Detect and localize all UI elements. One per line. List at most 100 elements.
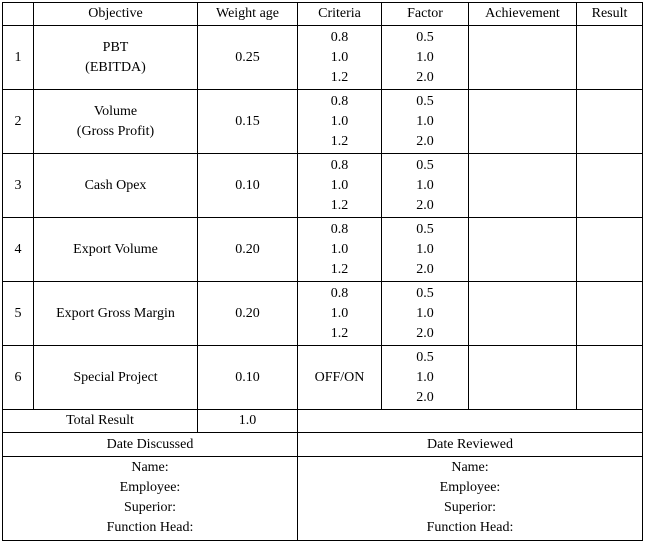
row-criteria: OFF/ON <box>297 345 382 410</box>
header-criteria: Criteria <box>297 2 382 26</box>
criteria-value: 1.0 <box>330 113 349 129</box>
signoff-line-function-head: Function Head: <box>426 520 514 535</box>
objective-row: 4 Export Volume 0.20 0.8 1.0 1.2 0.5 1.0 2.0 <box>2 217 643 282</box>
criteria-value: OFF/ON <box>314 369 365 385</box>
criteria-value: 0.8 <box>330 157 349 173</box>
row-weight: 0.25 <box>197 25 298 90</box>
date-reviewed-block: Name: Employee: Superior: Function Head: <box>297 456 643 541</box>
signoff-line-employee: Employee: <box>439 480 501 495</box>
signoff-line-employee: Employee: <box>119 480 181 495</box>
factor-value: 2.0 <box>416 197 434 213</box>
row-objective: Cash Opex <box>33 153 198 218</box>
factor-value: 0.5 <box>416 285 434 301</box>
row-result <box>576 89 643 154</box>
criteria-value: 1.2 <box>330 261 349 277</box>
criteria-value: 1.2 <box>330 133 349 149</box>
criteria-value: 1.0 <box>330 49 349 65</box>
criteria-value: 1.0 <box>330 241 349 257</box>
criteria-value: 0.8 <box>330 285 349 301</box>
row-achievement <box>468 89 577 154</box>
objective-row: 6 Special Project 0.10 OFF/ON 0.5 1.0 2.0 <box>2 345 643 410</box>
total-value: 1.0 <box>197 409 298 433</box>
header-achievement: Achievement <box>468 2 577 26</box>
signoff-line-superior: Superior: <box>443 500 497 515</box>
objective-text: Volume <box>93 103 138 119</box>
factor-value: 1.0 <box>416 49 434 65</box>
row-number: 1 <box>2 25 34 90</box>
row-achievement <box>468 153 577 218</box>
criteria-value: 0.8 <box>330 93 349 109</box>
header-number <box>2 2 34 26</box>
row-number: 2 <box>2 89 34 154</box>
factor-value: 1.0 <box>416 113 434 129</box>
row-result <box>576 217 643 282</box>
row-factor: 0.5 1.0 2.0 <box>381 217 469 282</box>
row-result <box>576 345 643 410</box>
criteria-value: 1.0 <box>330 305 349 321</box>
row-factor: 0.5 1.0 2.0 <box>381 89 469 154</box>
header-objective: Objective <box>33 2 198 26</box>
signoff-line-function-head: Function Head: <box>106 520 194 535</box>
factor-value: 2.0 <box>416 133 434 149</box>
criteria-value: 0.8 <box>330 221 349 237</box>
criteria-value: 1.2 <box>330 69 349 85</box>
criteria-value: 1.2 <box>330 197 349 213</box>
row-factor: 0.5 1.0 2.0 <box>381 281 469 346</box>
row-weight: 0.15 <box>197 89 298 154</box>
row-factor: 0.5 1.0 2.0 <box>381 345 469 410</box>
row-achievement <box>468 281 577 346</box>
objective-text: Cash Opex <box>84 177 147 193</box>
row-criteria: 0.8 1.0 1.2 <box>297 217 382 282</box>
row-objective: Special Project <box>33 345 198 410</box>
header-result: Result <box>576 2 643 26</box>
factor-value: 1.0 <box>416 305 434 321</box>
row-result <box>576 153 643 218</box>
row-achievement <box>468 25 577 90</box>
row-weight: 0.20 <box>197 281 298 346</box>
signoff-line-name: Name: <box>451 460 489 475</box>
row-criteria: 0.8 1.0 1.2 <box>297 153 382 218</box>
date-discussed-block: Name: Employee: Superior: Function Head: <box>2 456 298 541</box>
signoff-title-row: Date Discussed Date Reviewed <box>2 432 643 457</box>
criteria-value: 1.2 <box>330 325 349 341</box>
objective-text: Export Gross Margin <box>56 305 175 321</box>
factor-value: 2.0 <box>416 325 434 341</box>
factor-value: 2.0 <box>416 389 434 405</box>
objective-row: 2 Volume (Gross Profit) 0.15 0.8 1.0 1.2 0.5 1.0… <box>2 89 643 154</box>
criteria-value: 0.8 <box>330 29 349 45</box>
row-criteria: 0.8 1.0 1.2 <box>297 25 382 90</box>
row-result <box>576 281 643 346</box>
date-discussed-title: Date Discussed <box>2 432 298 457</box>
row-number: 4 <box>2 217 34 282</box>
factor-value: 2.0 <box>416 69 434 85</box>
total-row: Total Result 1.0 <box>2 409 643 433</box>
objective-row: 1 PBT (EBITDA) 0.25 0.8 1.0 1.2 0.5 1.0 2.0 <box>2 25 643 90</box>
row-number: 5 <box>2 281 34 346</box>
objective-text: PBT <box>102 39 129 55</box>
signoff-line-name: Name: <box>131 460 169 475</box>
criteria-value: 1.0 <box>330 177 349 193</box>
row-result <box>576 25 643 90</box>
objective-row: 3 Cash Opex 0.10 0.8 1.0 1.2 0.5 1.0 2.0 <box>2 153 643 218</box>
row-criteria: 0.8 1.0 1.2 <box>297 281 382 346</box>
objective-text: Special Project <box>73 369 158 385</box>
date-reviewed-title: Date Reviewed <box>297 432 643 457</box>
row-objective: Export Volume <box>33 217 198 282</box>
row-objective: Export Gross Margin <box>33 281 198 346</box>
row-factor: 0.5 1.0 2.0 <box>381 153 469 218</box>
row-achievement <box>468 345 577 410</box>
total-empty <box>297 409 643 433</box>
row-factor: 0.5 1.0 2.0 <box>381 25 469 90</box>
factor-value: 0.5 <box>416 157 434 173</box>
signoff-line-superior: Superior: <box>123 500 177 515</box>
objective-text: (EBITDA) <box>85 59 146 75</box>
header-row: Objective Weight age Criteria Factor Ach… <box>2 2 643 26</box>
header-factor: Factor <box>381 2 469 26</box>
factor-value: 1.0 <box>416 177 434 193</box>
factor-value: 0.5 <box>416 93 434 109</box>
row-number: 3 <box>2 153 34 218</box>
row-objective: PBT (EBITDA) <box>33 25 198 90</box>
row-weight: 0.20 <box>197 217 298 282</box>
